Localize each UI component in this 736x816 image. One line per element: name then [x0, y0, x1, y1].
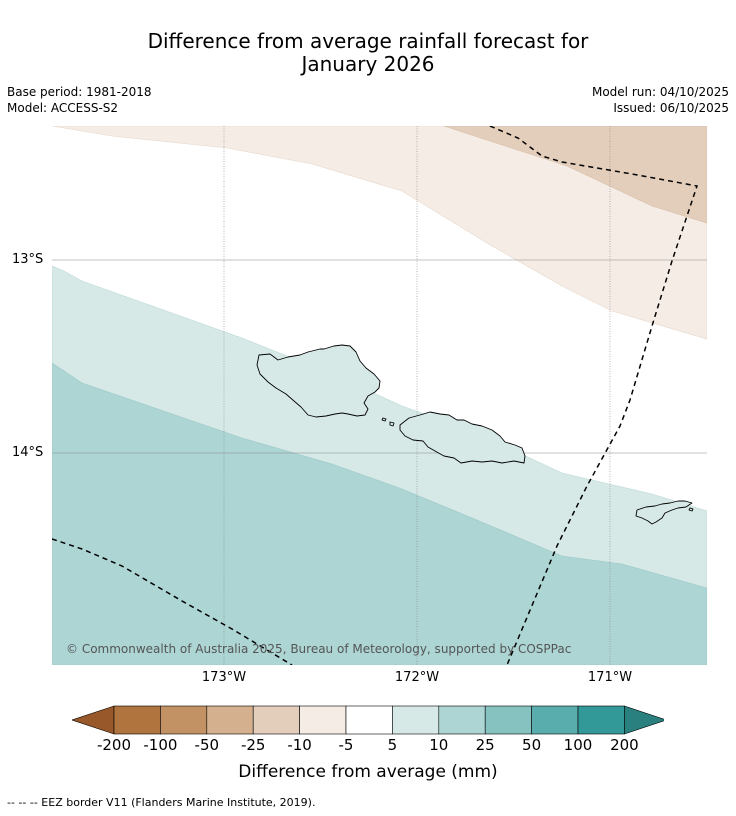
lon-label-172w: 172°W: [394, 670, 440, 685]
colorbar-bin: [438, 705, 486, 735]
colorbar-extend-high: [624, 705, 668, 735]
graticule: [52, 126, 707, 665]
colorbar-bin: [345, 705, 393, 735]
colorbar-title: Difference from average (mm): [238, 762, 498, 782]
aunuu-island: [688, 507, 694, 512]
colorbar-bin: [252, 705, 300, 735]
colorbar-bin: [299, 705, 347, 735]
eez-border-southwest: [52, 538, 293, 665]
meta-right: Model run: 04/10/2025 Issued: 06/10/2025: [592, 84, 729, 116]
tutuila-island: [635, 500, 693, 525]
colorbar-bin: [392, 705, 440, 735]
manono-island: [389, 421, 395, 427]
colorbar-bin: [206, 705, 254, 735]
colorbar-tick-label: -10: [287, 736, 312, 754]
lat-label-14s: 14°S: [12, 445, 44, 460]
colorbar-tick-label: 200: [610, 736, 639, 754]
meta-left: Base period: 1981-2018 Model: ACCESS-S2: [7, 84, 152, 116]
colorbar-tick-label: 100: [563, 736, 593, 754]
eez-footnote: -- -- -- EEZ border V11 (Flanders Marine…: [7, 796, 316, 809]
title-line-2: January 2026: [301, 52, 435, 76]
colorbar-extend-low: [71, 705, 115, 735]
eez-borders: [52, 126, 698, 665]
upolu-island: [399, 411, 526, 464]
model-name: Model: ACCESS-S2: [7, 101, 119, 115]
colorbar-tick-label: -100: [143, 736, 178, 754]
issued-date: Issued: 06/10/2025: [613, 101, 729, 115]
band-drier-25: [443, 126, 707, 224]
colorbar-tick-label: -50: [194, 736, 220, 754]
colorbar-tick-label: -25: [240, 736, 266, 754]
band-wetter-10: [52, 362, 707, 665]
colorbar-bin: [160, 705, 208, 735]
colorbar-bin: [113, 705, 161, 735]
colorbar-svg: [71, 705, 668, 735]
rainfall-map: © Commonwealth of Australia 2025, Bureau…: [52, 126, 707, 665]
colorbar-bin: [577, 705, 625, 735]
lon-label-171w: 171°W: [587, 670, 633, 685]
map-title: Difference from average rainfall forecas…: [0, 30, 736, 76]
copyright-credit: © Commonwealth of Australia 2025, Bureau…: [66, 642, 571, 656]
colorbar-tick-label: 5: [387, 736, 398, 754]
colorbar: [71, 704, 668, 740]
lat-label-13s: 13°S: [12, 252, 44, 267]
eez-border-samoa-east: [489, 126, 698, 665]
savaii-island: [256, 344, 381, 418]
title-line-1: Difference from average rainfall forecas…: [147, 29, 589, 53]
colorbar-tick-label: 25: [475, 736, 495, 754]
apolima-island: [381, 417, 387, 422]
colorbar-tick-label: -5: [338, 736, 354, 754]
islands: [256, 344, 694, 525]
colorbar-tick-label: -200: [96, 736, 132, 754]
colorbar-bin: [531, 705, 579, 735]
band-drier-10: [52, 126, 707, 340]
colorbar-tick-label: 50: [522, 736, 542, 754]
model-run: Model run: 04/10/2025: [591, 85, 729, 99]
colorbar-tick-label: 10: [429, 736, 449, 754]
colorbar-bin: [484, 705, 532, 735]
base-period: Base period: 1981-2018: [7, 85, 152, 99]
lon-label-173w: 173°W: [201, 670, 247, 685]
